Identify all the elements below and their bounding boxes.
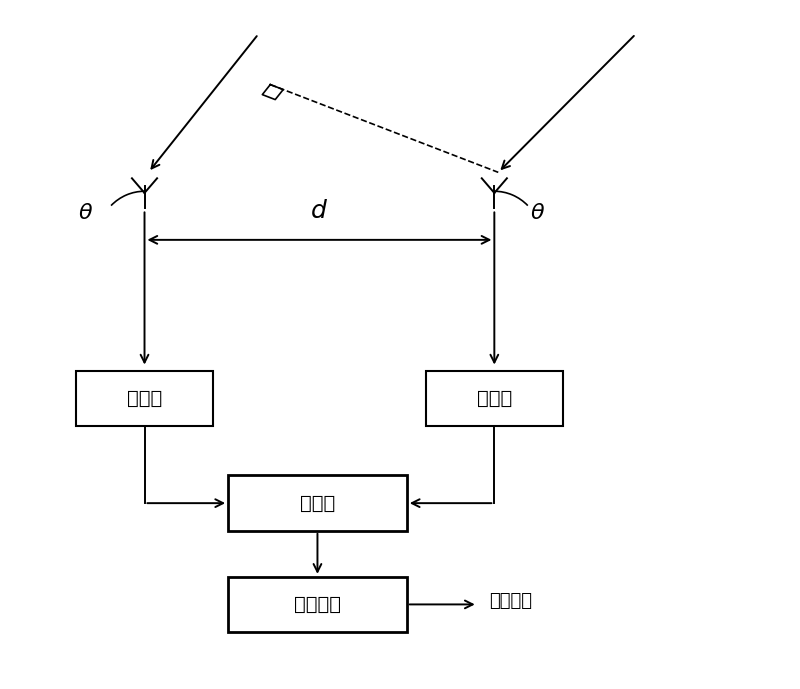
Bar	[228, 475, 407, 531]
Text: 输出显示: 输出显示	[490, 592, 533, 610]
Text: 接收机: 接收机	[127, 389, 162, 408]
Text: $\theta$: $\theta$	[78, 203, 93, 223]
Text: 角度变换: 角度变换	[294, 595, 341, 614]
Text: $\theta$: $\theta$	[530, 203, 545, 223]
Text: 接收机: 接收机	[477, 389, 512, 408]
Text: 鉴相器: 鉴相器	[300, 493, 335, 513]
Bar	[228, 577, 407, 632]
Text: $d$: $d$	[310, 199, 329, 223]
Bar	[426, 371, 563, 426]
Bar	[76, 371, 214, 426]
